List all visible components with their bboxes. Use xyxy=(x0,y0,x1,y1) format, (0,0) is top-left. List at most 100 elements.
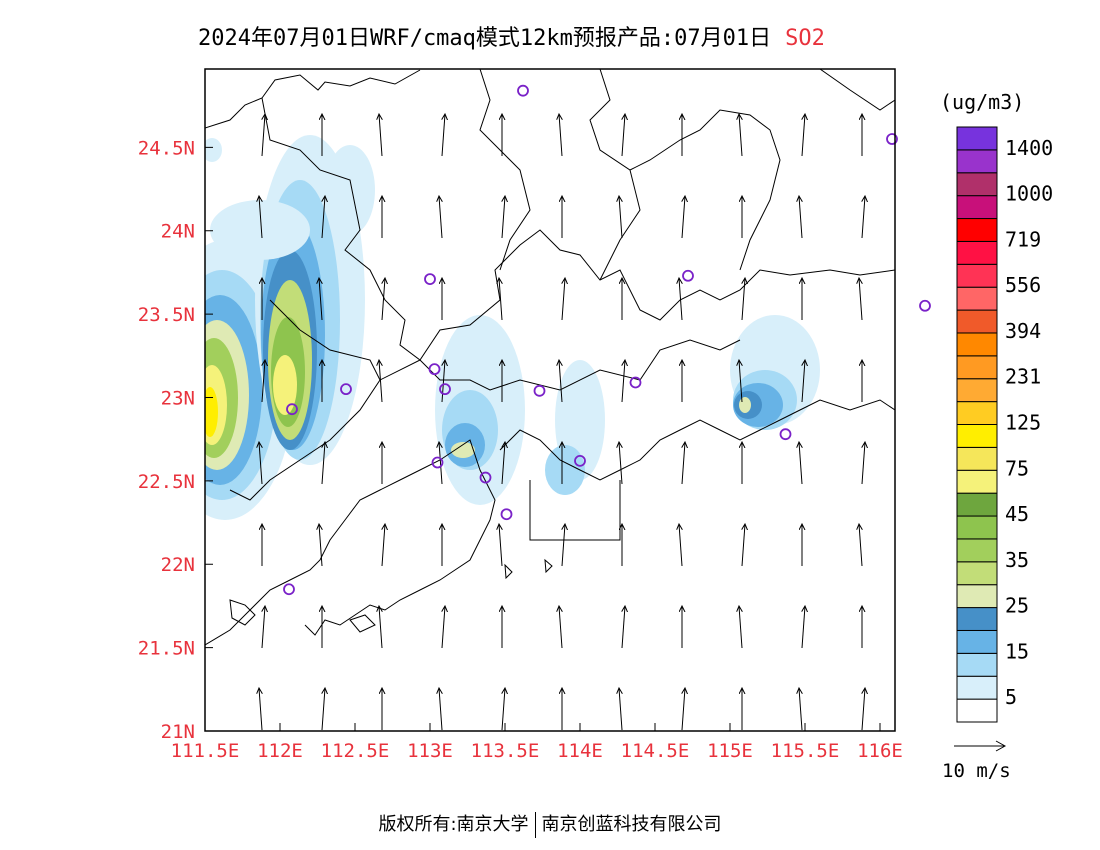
colorbar-unit: (ug/m3) xyxy=(940,90,1025,114)
wind-arrow xyxy=(261,360,265,403)
wind-arrow xyxy=(741,278,745,321)
wind-arrow xyxy=(381,524,385,567)
plume-contour xyxy=(210,200,310,260)
wind-arrow xyxy=(561,524,565,567)
wind-arrow xyxy=(261,114,265,157)
colorbar-swatch xyxy=(956,538,998,563)
lon-tick-label: 113E xyxy=(407,740,453,762)
station-marker xyxy=(517,84,529,97)
colorbar-label: 25 xyxy=(1005,594,1029,618)
wind-arrow xyxy=(499,524,502,567)
colorbar-swatch xyxy=(956,698,998,723)
colorbar-swatch xyxy=(956,240,998,265)
colorbar-swatch xyxy=(956,675,998,700)
wind-arrow xyxy=(321,196,325,239)
station-marker xyxy=(629,376,642,389)
wind-arrow xyxy=(621,606,625,649)
plume-contour xyxy=(273,355,297,415)
wind-arrow xyxy=(739,606,742,649)
footer-separator xyxy=(534,812,536,838)
wind-arrow xyxy=(321,688,325,731)
station-marker xyxy=(428,363,441,376)
island xyxy=(229,599,256,626)
colorbar-swatch xyxy=(956,126,998,151)
station-marker xyxy=(431,456,444,469)
lat-tick-label: 23.5N xyxy=(138,304,195,326)
lat-tick-label: 24N xyxy=(161,221,195,243)
station-marker xyxy=(340,383,352,396)
colorbar-swatch xyxy=(956,263,998,288)
wind-vectors xyxy=(259,114,865,731)
lon-tick-label: 115E xyxy=(707,740,753,762)
station-marker xyxy=(919,299,931,312)
wind-arrow xyxy=(439,196,442,239)
lat-tick-label: 22N xyxy=(161,554,195,576)
plume-contour xyxy=(739,397,751,413)
wind-arrow xyxy=(801,114,805,157)
hk-outline xyxy=(529,480,621,541)
colorbar-swatch xyxy=(956,515,998,540)
coastline xyxy=(499,399,895,481)
colorbar-swatch xyxy=(956,309,998,334)
colorbar-label: 394 xyxy=(1005,319,1041,343)
colorbar-swatch xyxy=(956,607,998,631)
colorbar-label: 231 xyxy=(1005,365,1041,389)
lat-tick-label: 21N xyxy=(161,721,195,743)
coastline-boundaries xyxy=(205,69,895,646)
lon-tick-label: 114E xyxy=(557,740,603,762)
wind-arrow xyxy=(381,278,385,321)
wind-arrow xyxy=(741,524,745,567)
wind-arrow xyxy=(561,278,565,321)
wind-arrow xyxy=(499,278,502,321)
colorbar-swatch xyxy=(956,492,998,517)
wind-arrow xyxy=(799,196,802,239)
wind-arrow xyxy=(261,606,265,649)
wind-reference-arrow xyxy=(954,740,1007,752)
colorbar-swatch xyxy=(956,355,998,380)
wind-arrow xyxy=(259,688,262,731)
title-main: 2024年07月01日WRF/cmaq模式12km预报产品:07月01日 xyxy=(198,26,772,51)
wind-arrow xyxy=(441,114,445,157)
county-boundary xyxy=(229,299,381,501)
station-marker xyxy=(500,508,513,521)
wind-arrow xyxy=(801,360,805,403)
monitoring-stations xyxy=(283,84,931,596)
station-marker xyxy=(779,428,792,441)
colorbar-label: 75 xyxy=(1005,456,1029,480)
copyright-footer: 版权所有:南京大学 南京创蓝科技有限公司 xyxy=(0,810,1100,838)
station-marker xyxy=(682,269,694,282)
wind-arrow xyxy=(739,360,742,403)
coastline xyxy=(205,439,496,646)
colorbar-label: 719 xyxy=(1005,227,1041,251)
wind-arrow xyxy=(259,196,262,239)
copyright-right: 南京创蓝科技有限公司 xyxy=(541,814,722,835)
copyright-left: 版权所有:南京大学 xyxy=(378,814,529,835)
wind-arrow xyxy=(559,114,562,157)
axis-ticks: 21N 21.5N 22N 22.5N 23N 23.5N 24N 24.5N 111.5E 11… xyxy=(138,137,903,762)
station-marker xyxy=(424,273,436,286)
colorbar-swatch xyxy=(956,378,998,403)
colorbar-label: 35 xyxy=(1005,548,1029,572)
colorbar-swatch xyxy=(956,424,998,448)
wind-arrow xyxy=(801,606,805,649)
colorbar-swatch xyxy=(956,218,998,242)
plume-contour xyxy=(545,445,585,495)
colorbar: 5 15 25 35 45 75 125 231 394 556 719 1000 1400 xyxy=(956,126,1053,723)
wind-arrow xyxy=(319,524,322,567)
plume-contour xyxy=(451,442,475,458)
wind-arrow xyxy=(861,196,865,239)
county-boundary xyxy=(599,169,641,281)
colorbar-label: 125 xyxy=(1005,411,1041,435)
wind-arrow xyxy=(559,360,562,403)
wind-arrow xyxy=(681,196,685,239)
colorbar-label: 556 xyxy=(1005,273,1041,297)
county-boundary xyxy=(261,97,895,361)
wind-arrow xyxy=(619,196,622,239)
station-marker xyxy=(283,583,295,596)
wind-arrow xyxy=(799,442,802,485)
lat-tick-label: 21.5N xyxy=(138,638,195,660)
county-boundary xyxy=(589,69,781,271)
plume-contour xyxy=(325,145,375,235)
colorbar-swatch xyxy=(956,286,998,311)
province-boundary xyxy=(205,69,421,129)
